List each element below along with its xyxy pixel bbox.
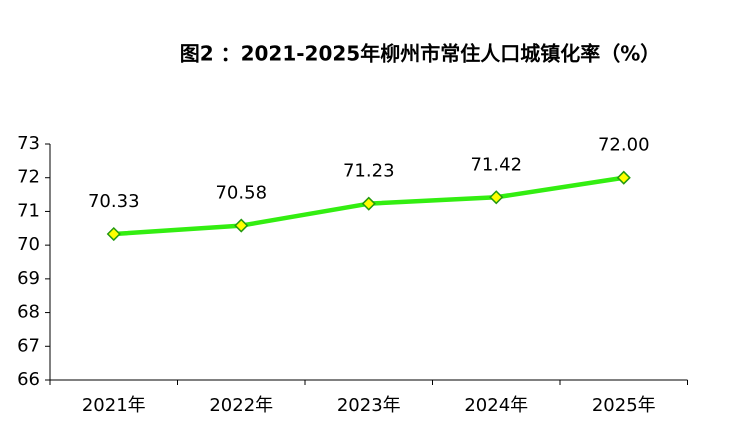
y-tick-label: 71 (17, 200, 40, 221)
x-tick-label: 2025年 (592, 395, 656, 416)
y-tick-label: 68 (17, 302, 40, 323)
data-label: 70.58 (215, 183, 267, 204)
marker (234, 218, 249, 233)
marker (106, 226, 121, 242)
y-tick-label: 66 (17, 369, 40, 390)
x-tick-label: 2022年 (209, 395, 273, 416)
data-label: 70.33 (88, 191, 140, 212)
data-label: 71.42 (470, 154, 522, 175)
marker (489, 190, 504, 205)
data-label: 72.00 (598, 135, 650, 156)
y-tick-label: 67 (17, 335, 40, 356)
y-tick-label: 70 (17, 234, 40, 255)
data-label: 71.23 (343, 161, 395, 182)
chart-title: 图2 ：2021-2025年柳州市常住人口城镇化率（%） (180, 42, 661, 66)
marker (361, 196, 376, 211)
x-tick-label: 2023年 (337, 395, 401, 416)
x-tick-label: 2021年 (82, 395, 146, 416)
y-tick-label: 69 (17, 268, 40, 289)
y-tick-label: 72 (17, 167, 40, 188)
y-tick-label: 73 (17, 133, 40, 154)
x-tick-label: 2024年 (464, 395, 528, 416)
marker (616, 170, 631, 185)
